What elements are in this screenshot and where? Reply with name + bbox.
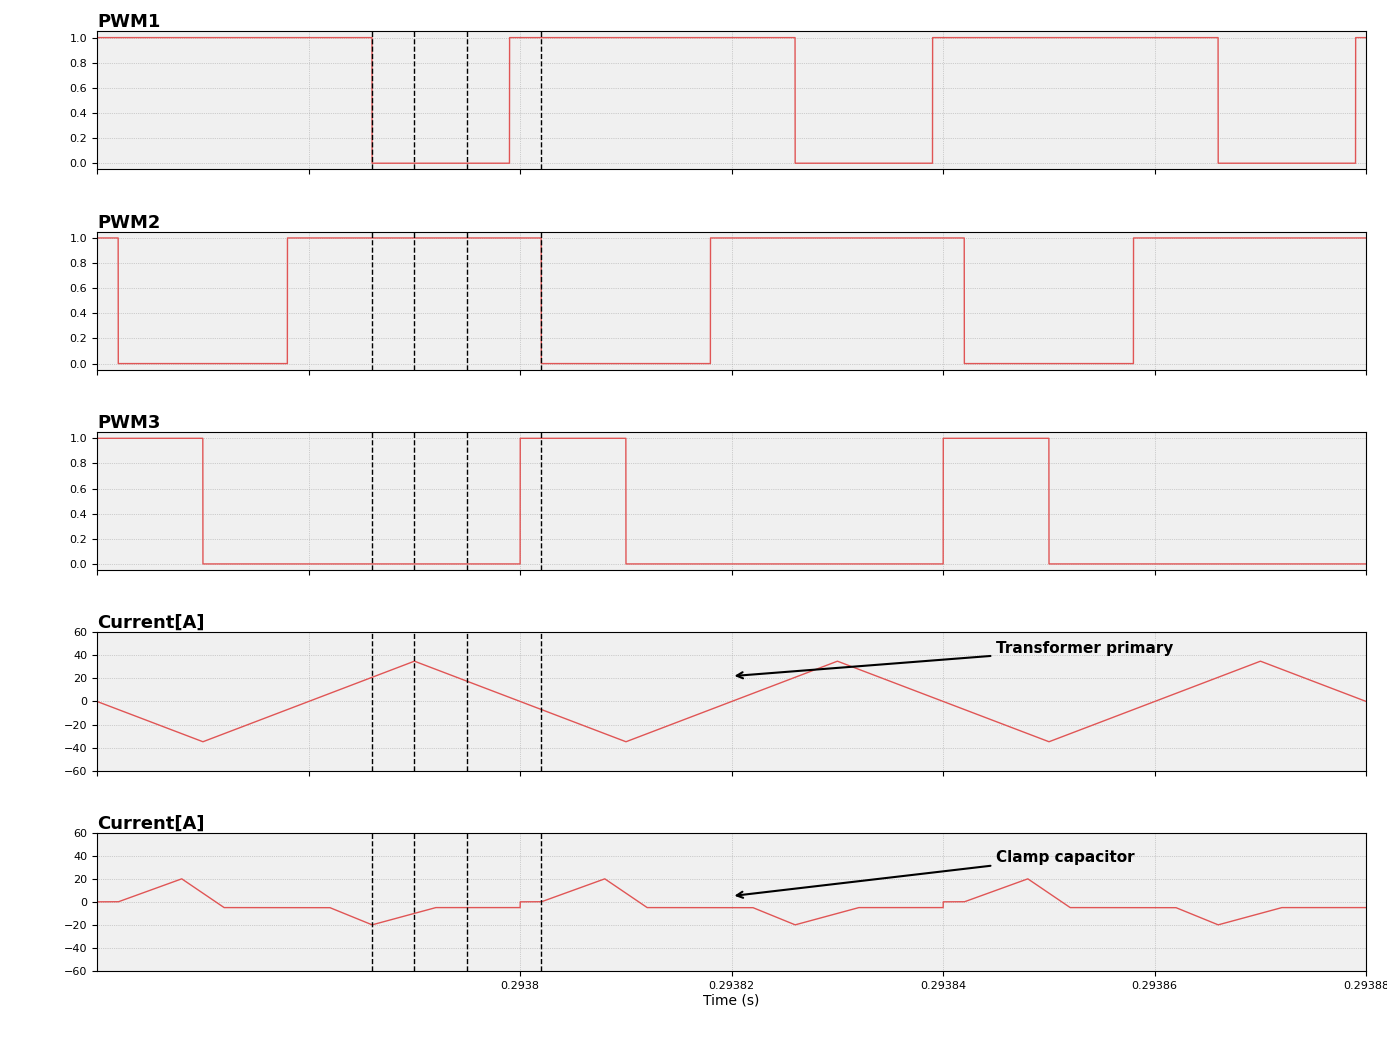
Text: Transformer primary: Transformer primary — [736, 641, 1173, 679]
Text: Clamp capacitor: Clamp capacitor — [736, 850, 1135, 898]
Text: PWM2: PWM2 — [97, 214, 161, 232]
Text: Current[A]: Current[A] — [97, 614, 205, 633]
Text: PWM3: PWM3 — [97, 413, 161, 432]
Text: Current[A]: Current[A] — [97, 814, 205, 832]
Text: PWM1: PWM1 — [97, 14, 161, 31]
X-axis label: Time (s): Time (s) — [703, 994, 760, 1007]
